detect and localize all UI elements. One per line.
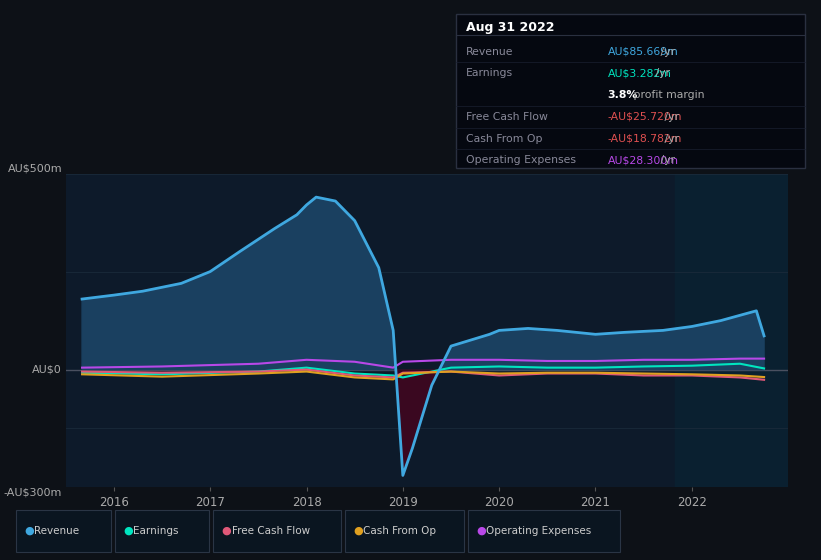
Text: /yr: /yr bbox=[657, 155, 675, 165]
Text: Operating Expenses: Operating Expenses bbox=[466, 155, 576, 165]
Text: -AU$25.720m: -AU$25.720m bbox=[608, 112, 682, 122]
Text: Revenue: Revenue bbox=[34, 526, 80, 535]
Text: Free Cash Flow: Free Cash Flow bbox=[232, 526, 310, 535]
Text: AU$0: AU$0 bbox=[32, 365, 62, 375]
Text: Revenue: Revenue bbox=[466, 46, 513, 57]
Text: AU$85.669m: AU$85.669m bbox=[608, 46, 678, 57]
Bar bbox=[676, 174, 788, 487]
Text: ●: ● bbox=[353, 526, 363, 535]
Text: ●: ● bbox=[222, 526, 232, 535]
Text: AU$3.282m: AU$3.282m bbox=[608, 68, 672, 78]
Text: -AU$300m: -AU$300m bbox=[3, 487, 62, 497]
Text: /yr: /yr bbox=[653, 68, 670, 78]
Text: AU$28.300m: AU$28.300m bbox=[608, 155, 678, 165]
Text: /yr: /yr bbox=[662, 134, 679, 143]
Text: Aug 31 2022: Aug 31 2022 bbox=[466, 21, 554, 34]
Text: Operating Expenses: Operating Expenses bbox=[486, 526, 591, 535]
Text: 3.8%: 3.8% bbox=[608, 90, 638, 100]
Text: profit margin: profit margin bbox=[630, 90, 704, 100]
Text: ●: ● bbox=[25, 526, 34, 535]
Text: /yr: /yr bbox=[662, 112, 679, 122]
Text: -AU$18.782m: -AU$18.782m bbox=[608, 134, 682, 143]
Text: Earnings: Earnings bbox=[133, 526, 178, 535]
Text: AU$500m: AU$500m bbox=[7, 164, 62, 174]
Text: ●: ● bbox=[476, 526, 486, 535]
Text: Earnings: Earnings bbox=[466, 68, 512, 78]
Text: Cash From Op: Cash From Op bbox=[363, 526, 436, 535]
Text: Free Cash Flow: Free Cash Flow bbox=[466, 112, 548, 122]
Text: ●: ● bbox=[123, 526, 133, 535]
Text: Cash From Op: Cash From Op bbox=[466, 134, 542, 143]
Text: /yr: /yr bbox=[657, 46, 675, 57]
